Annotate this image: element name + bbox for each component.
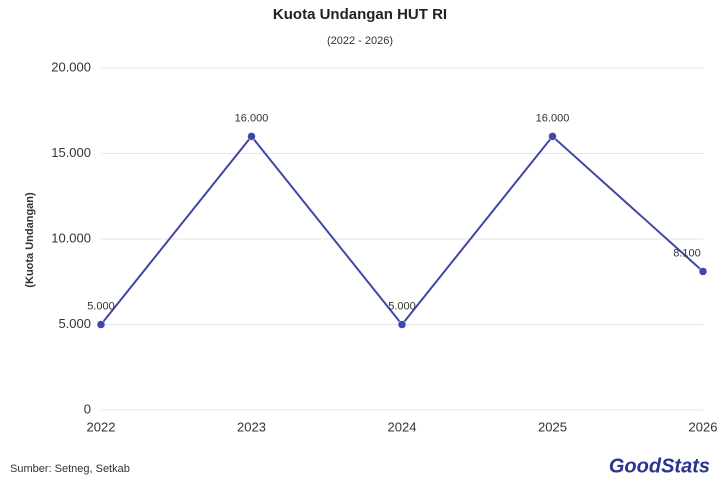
y-tick-label: 15.000 [51,145,91,160]
point [698,267,708,276]
point [96,320,106,329]
y-axis-label: (Kuota Undangan) [24,192,36,288]
x-tick-label: 2025 [538,419,567,434]
y-tick-label: 5.000 [58,316,91,331]
x-tick-label: 2026 [689,419,718,434]
line [100,134,704,327]
y-tick-label: 10.000 [51,230,91,245]
source: Sumber: Setneg, Setkab [10,463,130,475]
point [247,132,256,141]
point [548,132,557,141]
point [397,320,407,329]
logo: GoodStats [609,455,710,477]
chart-title: Kuota Undangan HUT RI [273,6,447,23]
chart-subtitle: (2022 - 2026) [327,35,393,47]
x-tick-label: 2023 [237,419,266,434]
data-label: 5.000 [388,300,416,312]
y-tick-label: 0 [84,401,91,416]
data-label: 16.000 [536,112,570,124]
data-label: 8.100 [673,247,701,259]
x-tick-label: 2024 [388,419,417,434]
data-label: 16.000 [235,112,269,124]
y-tick-label: 20.000 [51,59,91,74]
data-label: 5.000 [87,300,115,312]
x-tick-label: 2022 [87,419,116,434]
